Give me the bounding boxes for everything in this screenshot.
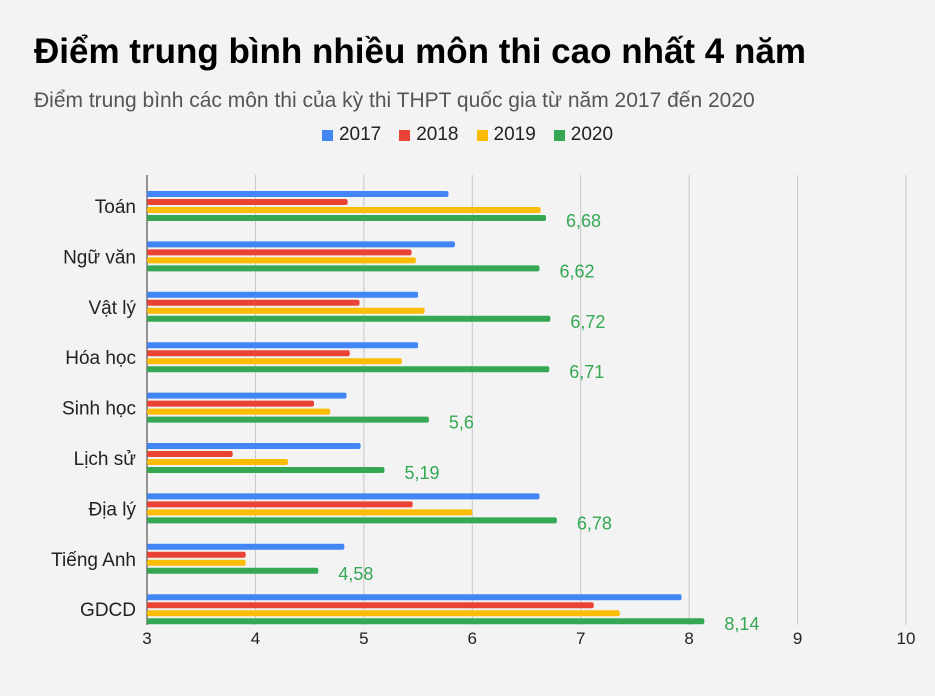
legend-label: 2017: [338, 124, 382, 145]
bar-2018-8: [147, 602, 594, 609]
bar-2017-3: [147, 342, 419, 349]
bar-2017-5: [147, 443, 361, 449]
bar-2020-2: [147, 315, 551, 322]
data-label: 6,72: [570, 312, 605, 332]
bar-2018-7: [147, 551, 246, 558]
chart-subtitle: Điểm trung bình các môn thi của kỳ thi T…: [34, 89, 755, 112]
bar-2019-1: [147, 257, 416, 264]
bar-2017-4: [147, 392, 347, 399]
category-label: Sinh học: [62, 399, 136, 420]
bar-2019-5: [147, 459, 288, 465]
x-tick-label: 5: [359, 629, 368, 648]
x-tick-label: 3: [142, 629, 151, 648]
x-tick-label: 7: [576, 629, 585, 648]
bar-2020-8: [147, 618, 705, 625]
category-label: Ngữ văn: [63, 247, 136, 268]
legend-item-2018: 2018: [399, 124, 459, 146]
legend-item-2017: 2017: [321, 124, 382, 146]
bar-2019-3: [147, 358, 402, 365]
category-label: GDCD: [80, 600, 136, 621]
bar-2018-0: [147, 199, 348, 205]
bar-2018-6: [147, 501, 413, 508]
legend-label: 2020: [570, 124, 614, 145]
legend-label: 2018: [416, 124, 459, 145]
bar-2019-2: [147, 307, 425, 314]
legend: 2017 2018 2019 2020: [0, 124, 935, 146]
legend-swatch: [553, 129, 565, 141]
data-label: 6,71: [569, 362, 604, 382]
data-label: 5,19: [404, 463, 439, 483]
bar-2020-0: [147, 215, 547, 221]
data-label: 6,68: [566, 211, 601, 231]
data-label: 4,58: [338, 564, 373, 584]
bar-2020-5: [147, 467, 385, 473]
x-tick-label: 6: [468, 629, 477, 648]
data-label: 8,14: [724, 614, 759, 634]
bar-2018-5: [147, 451, 233, 457]
bar-2017-8: [147, 594, 682, 601]
bar-2018-4: [147, 400, 314, 407]
x-tick-label: 8: [684, 629, 693, 648]
category-label: Tiếng Anh: [51, 550, 136, 571]
category-label: Toán: [95, 197, 136, 218]
bar-2019-0: [147, 207, 541, 213]
legend-item-2019: 2019: [476, 124, 536, 146]
bar-2020-1: [147, 265, 540, 272]
chart-title: Điểm trung bình nhiều môn thi cao nhất 4…: [34, 32, 806, 71]
bar-2019-7: [147, 559, 246, 566]
bar-2018-1: [147, 249, 412, 256]
category-label: Địa lý: [88, 499, 136, 520]
legend-label: 2019: [493, 124, 536, 145]
bar-2017-1: [147, 241, 455, 248]
bar-2019-6: [147, 509, 473, 516]
bar-2020-6: [147, 517, 557, 524]
legend-swatch: [321, 129, 333, 141]
category-label: Vật lý: [88, 298, 136, 319]
bar-2020-4: [147, 416, 429, 423]
category-label: Lịch sử: [74, 449, 137, 470]
data-label: 5,6: [449, 413, 474, 433]
x-tick-label: 9: [793, 629, 802, 648]
bar-2018-2: [147, 299, 360, 306]
category-label: Hóa học: [65, 348, 136, 369]
x-tick-label: 4: [251, 629, 260, 648]
data-label: 6,78: [577, 513, 612, 533]
bar-2020-7: [147, 567, 319, 574]
bar-2017-7: [147, 543, 345, 550]
bar-2020-3: [147, 366, 550, 373]
bar-2017-0: [147, 191, 449, 197]
bar-2017-2: [147, 291, 419, 298]
bar-2017-6: [147, 493, 540, 500]
x-tick-label: 10: [897, 629, 916, 648]
legend-swatch: [399, 129, 411, 141]
bar-2019-4: [147, 408, 331, 415]
legend-item-2020: 2020: [553, 124, 614, 146]
bar-2019-8: [147, 610, 620, 617]
data-label: 6,62: [560, 261, 595, 281]
legend-swatch: [476, 129, 488, 141]
bar-2018-3: [147, 350, 350, 357]
